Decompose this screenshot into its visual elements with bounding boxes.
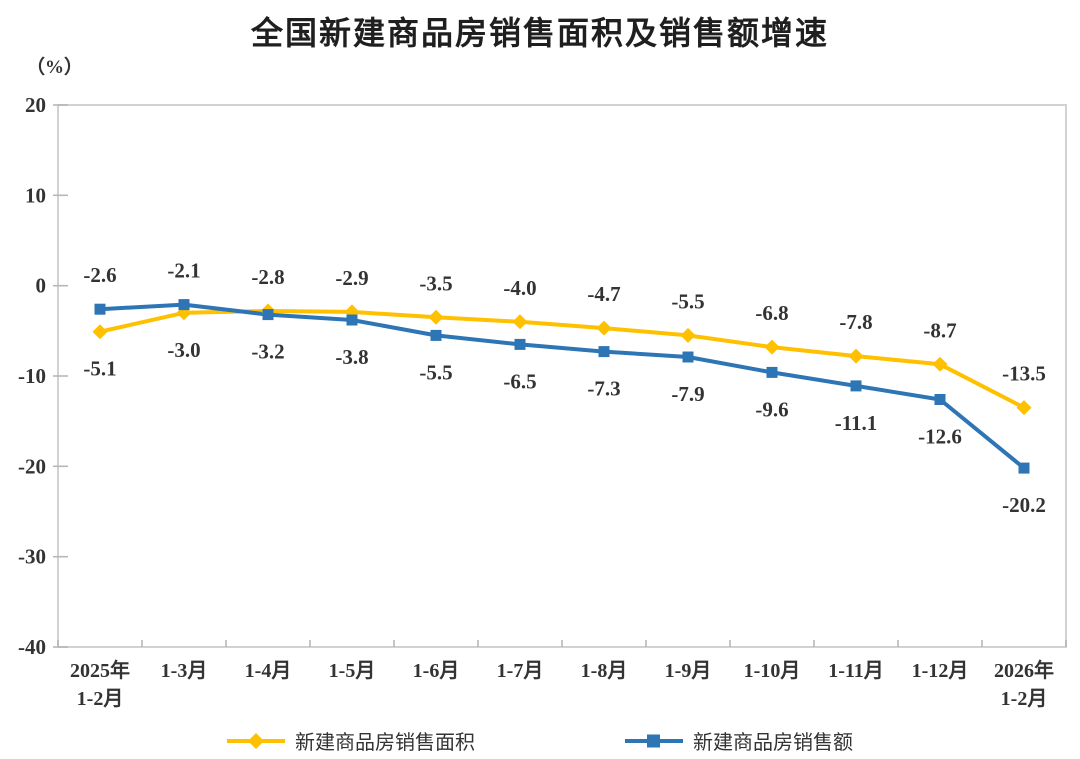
data-label: -3.0 bbox=[167, 338, 200, 362]
data-point-square-marker bbox=[178, 299, 190, 311]
data-point-diamond-marker bbox=[932, 356, 948, 372]
line-chart-plot: 20 10 0 -10 -20 -30 -40 2025年 1-2月 1-3月 1-4月 1-5月 1-… bbox=[18, 93, 1067, 710]
data-label: -20.2 bbox=[1002, 493, 1046, 517]
legend-label-sales-amount: 新建商品房销售额 bbox=[693, 732, 853, 754]
data-label: -3.8 bbox=[335, 345, 368, 369]
x-tick-label: 1-9月 bbox=[665, 660, 712, 682]
data-label: -3.5 bbox=[419, 271, 452, 295]
legend-item-sales-area: 新建商品房销售面积 bbox=[227, 726, 475, 755]
data-point-diamond-marker bbox=[92, 324, 108, 340]
legend-item-sales-amount: 新建商品房销售额 bbox=[625, 726, 853, 755]
data-point-square-marker bbox=[262, 309, 274, 321]
data-point-diamond-marker bbox=[764, 339, 780, 355]
data-label: -4.7 bbox=[587, 282, 620, 306]
y-tick-label: 10 bbox=[25, 183, 46, 207]
y-tick-label: -20 bbox=[18, 454, 46, 478]
data-label: -5.5 bbox=[671, 289, 704, 313]
data-label: -7.3 bbox=[587, 377, 620, 401]
x-tick-label: 1-5月 bbox=[329, 660, 376, 682]
data-label: -2.1 bbox=[167, 259, 200, 283]
data-label: -2.9 bbox=[335, 266, 368, 290]
data-point-diamond-marker bbox=[512, 314, 528, 330]
data-point-diamond-marker bbox=[1016, 400, 1032, 416]
y-axis-unit-label: （%） bbox=[26, 57, 84, 78]
data-label: -2.8 bbox=[251, 265, 284, 289]
data-point-square-marker bbox=[682, 351, 694, 363]
legend-swatch-sales-area bbox=[227, 732, 285, 749]
x-tick-label: 2025年 1-2月 bbox=[70, 658, 130, 710]
legend-swatch-sales-amount bbox=[625, 734, 683, 747]
data-label: -3.2 bbox=[251, 340, 284, 364]
x-tick-label: 1-8月 bbox=[581, 660, 628, 682]
data-point-square-marker bbox=[94, 303, 106, 315]
x-tick-label: 1-12月 bbox=[912, 660, 969, 682]
data-point-diamond-marker bbox=[428, 309, 444, 325]
chart-title: 全国新建商品房销售面积及销售额增速 bbox=[250, 15, 829, 51]
data-label: -6.5 bbox=[503, 369, 536, 393]
x-tick-label: 1-6月 bbox=[413, 660, 460, 682]
data-point-square-marker bbox=[934, 394, 946, 405]
x-tick-label: 1-10月 bbox=[744, 660, 801, 682]
chart-legend: 新建商品房销售面积 新建商品房销售额 bbox=[0, 726, 1080, 755]
x-tick-label: 2026年 1-2月 bbox=[994, 658, 1054, 710]
data-label: -2.6 bbox=[83, 263, 116, 287]
data-label: -13.5 bbox=[1002, 362, 1046, 386]
y-tick-label: -10 bbox=[18, 364, 46, 388]
data-label: -7.9 bbox=[671, 382, 704, 406]
data-label: -9.6 bbox=[755, 397, 788, 421]
data-point-square-marker bbox=[1018, 462, 1030, 474]
legend-diamond-marker-icon bbox=[248, 732, 264, 749]
series-line-sales-amount bbox=[98, 302, 1026, 471]
x-tick-label: 1-4月 bbox=[245, 660, 292, 682]
data-label: -11.1 bbox=[835, 411, 878, 435]
x-tick-label: 1-3月 bbox=[161, 660, 208, 682]
data-point-square-marker bbox=[766, 366, 778, 378]
data-label: -5.1 bbox=[83, 357, 116, 381]
legend-label-sales-area: 新建商品房销售面积 bbox=[295, 732, 475, 754]
data-label: -6.8 bbox=[755, 301, 788, 325]
data-label: -8.7 bbox=[923, 318, 956, 342]
x-tick-label: 1-7月 bbox=[497, 660, 544, 682]
data-point-diamond-marker bbox=[848, 348, 864, 364]
data-point-square-marker bbox=[346, 314, 358, 326]
data-point-square-marker bbox=[850, 380, 862, 392]
y-tick-label: -40 bbox=[18, 635, 46, 659]
data-point-square-marker bbox=[430, 329, 442, 341]
plot-border bbox=[57, 104, 1067, 648]
y-tick-label: 0 bbox=[36, 274, 47, 298]
data-point-diamond-marker bbox=[680, 327, 696, 343]
data-point-square-marker bbox=[598, 346, 610, 358]
legend-square-marker-icon bbox=[647, 734, 660, 747]
y-tick-label: -30 bbox=[18, 545, 46, 569]
data-label: -7.8 bbox=[839, 310, 872, 334]
data-point-diamond-marker bbox=[596, 320, 612, 336]
x-tick-label: 1-11月 bbox=[828, 660, 884, 682]
y-tick-label: 20 bbox=[25, 93, 46, 117]
data-point-square-marker bbox=[514, 338, 526, 350]
data-label: -4.0 bbox=[503, 276, 536, 300]
series-line-sales-area bbox=[98, 309, 1026, 410]
data-label: -12.6 bbox=[918, 425, 962, 449]
data-label: -5.5 bbox=[419, 360, 452, 384]
